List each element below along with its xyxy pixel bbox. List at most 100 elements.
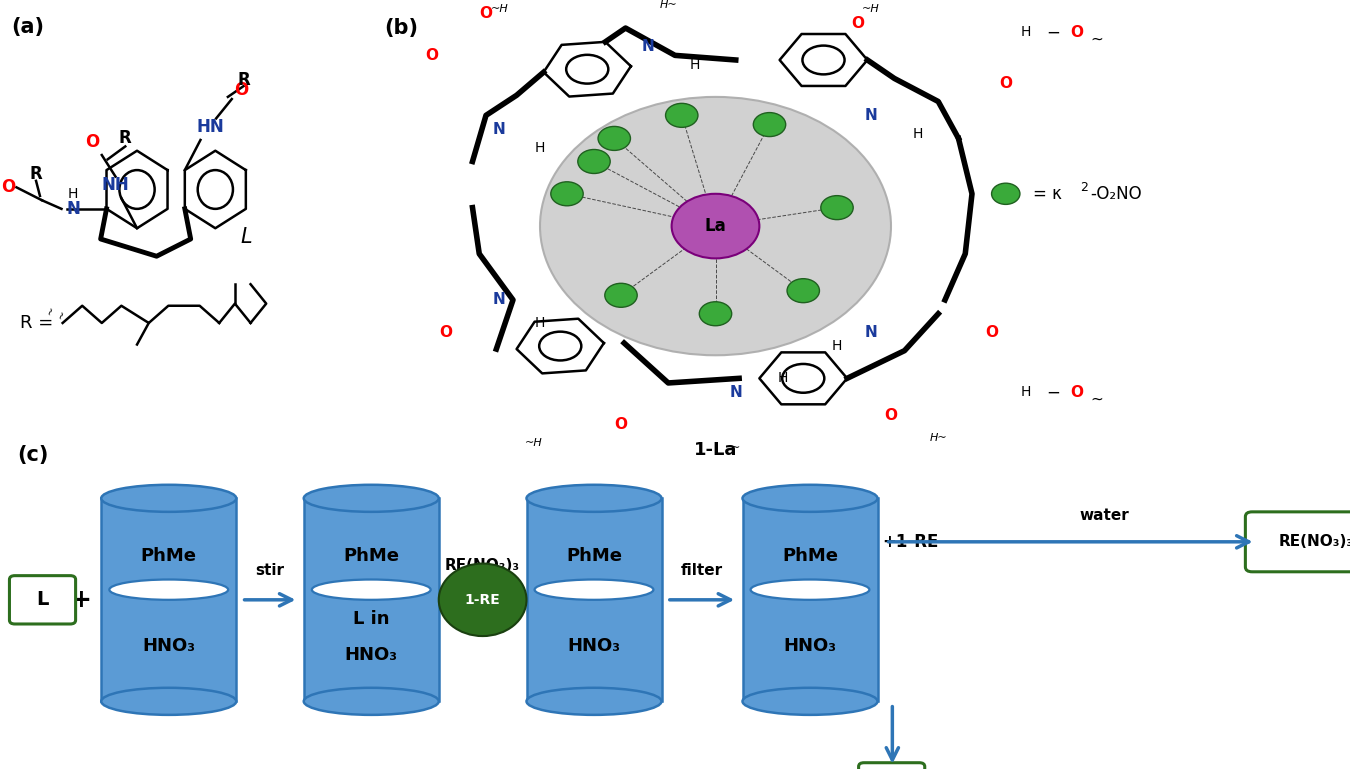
- Ellipse shape: [535, 580, 653, 600]
- Ellipse shape: [304, 687, 439, 715]
- Text: NH: NH: [101, 176, 130, 195]
- Bar: [526, 498, 662, 701]
- Text: H~: H~: [929, 433, 948, 444]
- Text: R: R: [119, 128, 132, 147]
- Ellipse shape: [526, 484, 662, 512]
- Text: stir: stir: [255, 563, 285, 578]
- Text: −: −: [1046, 383, 1060, 401]
- Text: H: H: [690, 58, 701, 72]
- Text: ~: ~: [1091, 32, 1103, 47]
- Text: O: O: [1, 178, 16, 196]
- Text: O: O: [1071, 384, 1083, 400]
- Text: ~
~: ~ ~: [45, 305, 69, 320]
- Text: HN: HN: [196, 118, 224, 136]
- Text: O: O: [614, 417, 628, 432]
- Bar: [743, 498, 878, 701]
- Ellipse shape: [743, 484, 878, 512]
- Text: RE(NO₃)₃: RE(NO₃)₃: [446, 558, 520, 573]
- Text: O: O: [986, 325, 999, 340]
- Text: H: H: [535, 141, 545, 155]
- Text: H: H: [913, 127, 923, 141]
- Text: N: N: [66, 200, 80, 218]
- Text: HNO₃: HNO₃: [142, 637, 196, 654]
- Text: HNO₃: HNO₃: [344, 647, 398, 664]
- Text: PhMe: PhMe: [782, 548, 838, 565]
- Bar: [304, 498, 439, 701]
- Text: H~: H~: [659, 0, 678, 10]
- Text: = κ: = κ: [1033, 185, 1061, 203]
- Text: H: H: [535, 316, 545, 330]
- Text: O: O: [235, 82, 248, 99]
- Text: −: −: [1046, 23, 1060, 42]
- Ellipse shape: [743, 687, 878, 715]
- Ellipse shape: [526, 687, 662, 715]
- Text: O: O: [999, 75, 1012, 91]
- Text: O: O: [439, 325, 452, 340]
- Text: L in: L in: [352, 610, 390, 628]
- Text: (a): (a): [12, 17, 45, 37]
- Ellipse shape: [753, 112, 786, 137]
- Text: 2: 2: [1080, 181, 1088, 195]
- Text: ~H: ~H: [490, 4, 509, 15]
- Text: +1-RE: +1-RE: [882, 533, 938, 551]
- Text: R =: R =: [19, 314, 53, 332]
- Text: ~H: ~H: [524, 438, 543, 448]
- Text: O: O: [884, 408, 898, 423]
- Text: H: H: [68, 187, 78, 201]
- Ellipse shape: [598, 126, 630, 151]
- Text: water: water: [1080, 508, 1129, 524]
- Ellipse shape: [787, 278, 819, 303]
- Text: N: N: [729, 384, 742, 400]
- Text: O: O: [425, 48, 439, 63]
- Text: N: N: [641, 38, 655, 54]
- Ellipse shape: [991, 183, 1021, 205]
- Text: N: N: [864, 325, 878, 340]
- Ellipse shape: [101, 687, 236, 715]
- Ellipse shape: [699, 301, 732, 326]
- Ellipse shape: [312, 580, 431, 600]
- Text: -O₂NO: -O₂NO: [1091, 185, 1142, 203]
- Text: ~: ~: [1091, 391, 1103, 407]
- Ellipse shape: [666, 103, 698, 128]
- Bar: [101, 498, 236, 701]
- FancyBboxPatch shape: [1245, 512, 1350, 572]
- Text: PhMe: PhMe: [140, 548, 197, 565]
- Text: R: R: [30, 165, 42, 184]
- Text: HNO₃: HNO₃: [567, 637, 621, 654]
- Text: ~H: ~H: [861, 4, 880, 15]
- Text: ~: ~: [732, 442, 740, 453]
- Ellipse shape: [821, 195, 853, 220]
- Text: HNO₃: HNO₃: [783, 637, 837, 654]
- Text: PhMe: PhMe: [566, 548, 622, 565]
- Text: L: L: [240, 227, 252, 247]
- Text: H: H: [1021, 385, 1031, 399]
- Text: H: H: [832, 339, 842, 353]
- Text: RE(NO₃)₃: RE(NO₃)₃: [1278, 534, 1350, 549]
- Ellipse shape: [605, 283, 637, 308]
- Text: +: +: [70, 588, 92, 612]
- Text: filter: filter: [680, 563, 724, 578]
- Text: L: L: [36, 591, 49, 609]
- Text: stir: stir: [468, 621, 497, 637]
- Text: N: N: [864, 108, 878, 123]
- Text: La: La: [705, 217, 726, 235]
- Text: 1-La: 1-La: [694, 441, 737, 459]
- Text: PhMe: PhMe: [343, 548, 400, 565]
- Ellipse shape: [551, 181, 583, 206]
- Text: O: O: [85, 133, 99, 151]
- Ellipse shape: [672, 194, 759, 258]
- Ellipse shape: [101, 484, 236, 512]
- Text: N: N: [493, 292, 506, 308]
- Ellipse shape: [751, 580, 869, 600]
- Text: H: H: [778, 371, 788, 385]
- Text: O: O: [479, 6, 493, 22]
- Ellipse shape: [540, 97, 891, 355]
- Text: R: R: [238, 71, 250, 88]
- Text: O: O: [1071, 25, 1083, 40]
- Text: O: O: [850, 15, 864, 31]
- Ellipse shape: [109, 580, 228, 600]
- FancyBboxPatch shape: [9, 576, 76, 624]
- Ellipse shape: [304, 484, 439, 512]
- Text: (b): (b): [385, 18, 418, 38]
- Text: N: N: [493, 122, 506, 137]
